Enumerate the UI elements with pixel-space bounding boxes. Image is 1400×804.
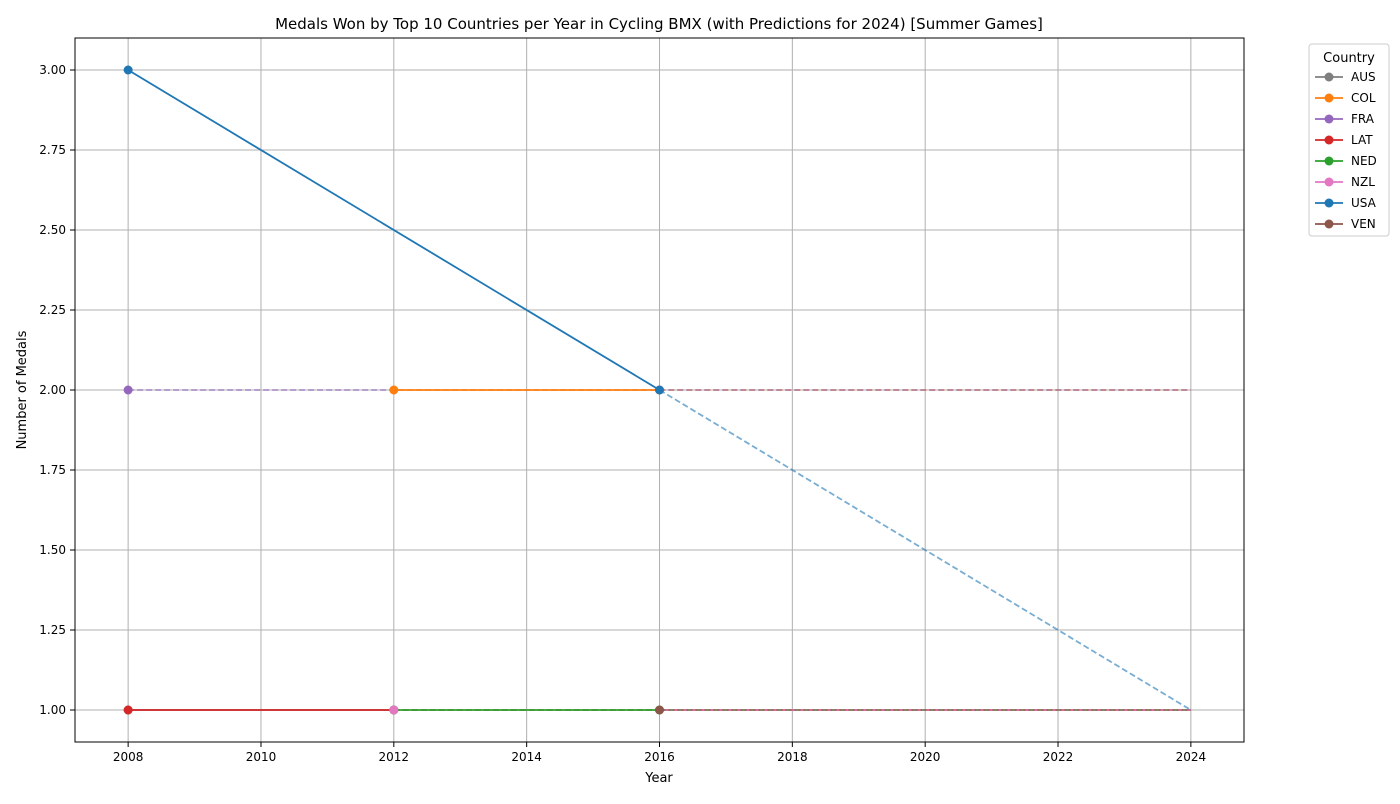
- x-tick-label: 2012: [379, 750, 410, 764]
- series-lines: [127, 69, 660, 711]
- legend-item-nzl: NZL: [1315, 175, 1375, 189]
- prediction-line-usa: [659, 389, 1192, 711]
- x-tick-label: 2018: [777, 750, 808, 764]
- legend-box: [1308, 43, 1390, 237]
- y-tick-label: 1.25: [39, 623, 66, 637]
- x-tick-label: 2010: [246, 750, 277, 764]
- legend-marker-lat: [1324, 135, 1334, 145]
- data-point-ven: [655, 705, 664, 715]
- y-tick-label: 2.50: [39, 223, 66, 237]
- legend-label-nzl: NZL: [1351, 175, 1375, 189]
- legend-label-fra: FRA: [1351, 112, 1375, 126]
- data-point-fra: [123, 385, 133, 395]
- legend-marker-aus: [1324, 72, 1334, 82]
- x-tick-label: 2008: [113, 750, 144, 764]
- legend-item-ned: NED: [1315, 154, 1377, 168]
- legend-marker-col: [1324, 93, 1334, 103]
- legend-label-ned: NED: [1351, 154, 1377, 168]
- legend-items: AUS COL FRA LAT NED NZL USA VEN: [1315, 70, 1377, 231]
- y-tick-label: 2.25: [39, 303, 66, 317]
- legend-marker-fra: [1324, 114, 1334, 124]
- legend-item-usa: USA: [1315, 196, 1377, 210]
- x-tick-label: 2022: [1043, 750, 1074, 764]
- y-tick-label: 2.75: [39, 143, 66, 157]
- legend-label-lat: LAT: [1351, 133, 1373, 147]
- legend-marker-usa: [1324, 198, 1334, 208]
- legend-item-col: COL: [1315, 91, 1376, 105]
- y-tick-label: 1.75: [39, 463, 66, 477]
- legend-marker-ven: [1324, 219, 1334, 229]
- y-axis-label: Number of Medals: [15, 330, 30, 449]
- legend-title: Country: [1323, 51, 1375, 66]
- data-point-usa: [655, 385, 664, 395]
- data-point-lat: [123, 705, 133, 715]
- legend-item-lat: LAT: [1315, 133, 1373, 147]
- legend-label-col: COL: [1351, 91, 1376, 105]
- data-point-usa: [123, 65, 133, 75]
- data-point-nzl: [389, 705, 399, 715]
- series-line-usa: [127, 69, 660, 391]
- legend-label-aus: AUS: [1351, 70, 1376, 84]
- y-tick-label: 3.00: [39, 63, 66, 77]
- legend-label-ven: VEN: [1351, 217, 1376, 231]
- x-tick-label: 2020: [910, 750, 941, 764]
- legend-item-fra: FRA: [1315, 112, 1375, 126]
- x-tick-label: 2024: [1176, 750, 1207, 764]
- chart-title: Medals Won by Top 10 Countries per Year …: [275, 15, 1043, 33]
- x-axis-ticks: 2008 2010 2012 2014 2016 2018 2020 2022 2024: [113, 742, 1206, 764]
- legend: Country AUS COL FRA LAT NED NZL USA VEN: [1308, 43, 1390, 237]
- prediction-lines: [128, 389, 1192, 711]
- legend-marker-nzl: [1324, 177, 1334, 187]
- data-point-col: [389, 385, 399, 395]
- x-tick-label: 2014: [511, 750, 542, 764]
- data-points: [123, 65, 664, 715]
- x-axis-label: Year: [644, 771, 673, 786]
- x-tick-label: 2016: [644, 750, 675, 764]
- y-tick-label: 1.50: [39, 543, 66, 557]
- y-axis-ticks: 1.00 1.25 1.50 1.75 2.00 2.25 2.50 2.75 3.00: [39, 63, 75, 717]
- legend-item-ven: VEN: [1315, 217, 1376, 231]
- y-tick-label: 2.00: [39, 383, 66, 397]
- legend-marker-ned: [1324, 156, 1334, 166]
- legend-item-aus: AUS: [1315, 70, 1376, 84]
- y-tick-label: 1.00: [39, 703, 66, 717]
- legend-label-usa: USA: [1351, 196, 1377, 210]
